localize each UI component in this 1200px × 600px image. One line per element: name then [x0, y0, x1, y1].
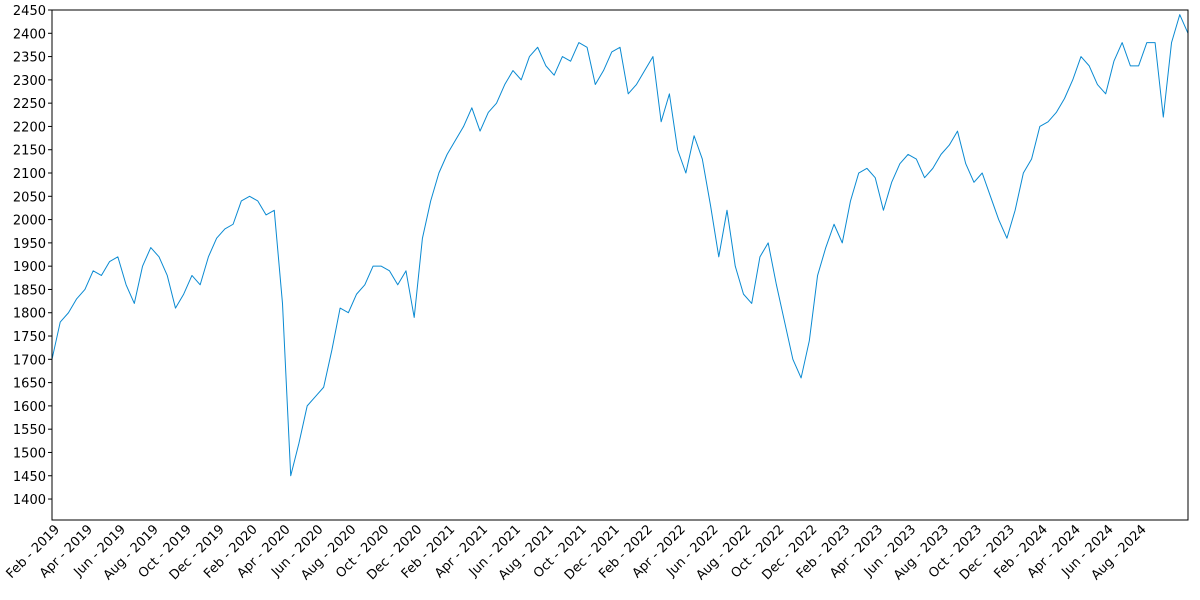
y-tick-label: 2350 [13, 51, 46, 66]
y-tick-label: 1650 [13, 377, 46, 392]
y-tick-label: 1850 [13, 283, 46, 298]
data-line [51, 14, 1189, 477]
y-tick-label: 2000 [13, 214, 46, 229]
y-tick-label: 2400 [13, 27, 46, 42]
y-tick-label: 2100 [13, 167, 46, 182]
y-tick-label: 2200 [13, 120, 46, 135]
y-tick-label: 2250 [13, 97, 46, 112]
y-tick-label: 1400 [13, 493, 46, 508]
y-tick-label: 1750 [13, 330, 46, 345]
y-tick-label: 1800 [13, 307, 46, 322]
y-tick-label: 1500 [13, 446, 46, 461]
y-tick-label: 2300 [13, 74, 46, 89]
y-tick-label: 1600 [13, 400, 46, 415]
y-tick-label: 2050 [13, 190, 46, 205]
y-tick-label: 1450 [13, 470, 46, 485]
y-tick-label: 1700 [13, 353, 46, 368]
y-tick-label: 2450 [13, 4, 46, 19]
y-tick-label: 1900 [13, 260, 46, 275]
y-tick-label: 1950 [13, 237, 46, 252]
plot-frame [51, 9, 1189, 521]
y-tick-label: 2150 [13, 144, 46, 159]
y-tick-label: 1550 [13, 423, 46, 438]
